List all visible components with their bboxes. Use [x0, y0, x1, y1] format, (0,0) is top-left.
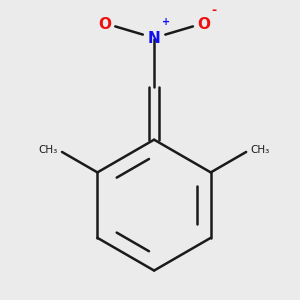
Text: +: + — [162, 17, 170, 27]
Text: -: - — [211, 4, 217, 17]
Text: N: N — [148, 31, 160, 46]
Text: CH₃: CH₃ — [39, 145, 58, 155]
Text: CH₃: CH₃ — [250, 145, 269, 155]
Text: O: O — [98, 17, 111, 32]
Text: O: O — [197, 17, 210, 32]
